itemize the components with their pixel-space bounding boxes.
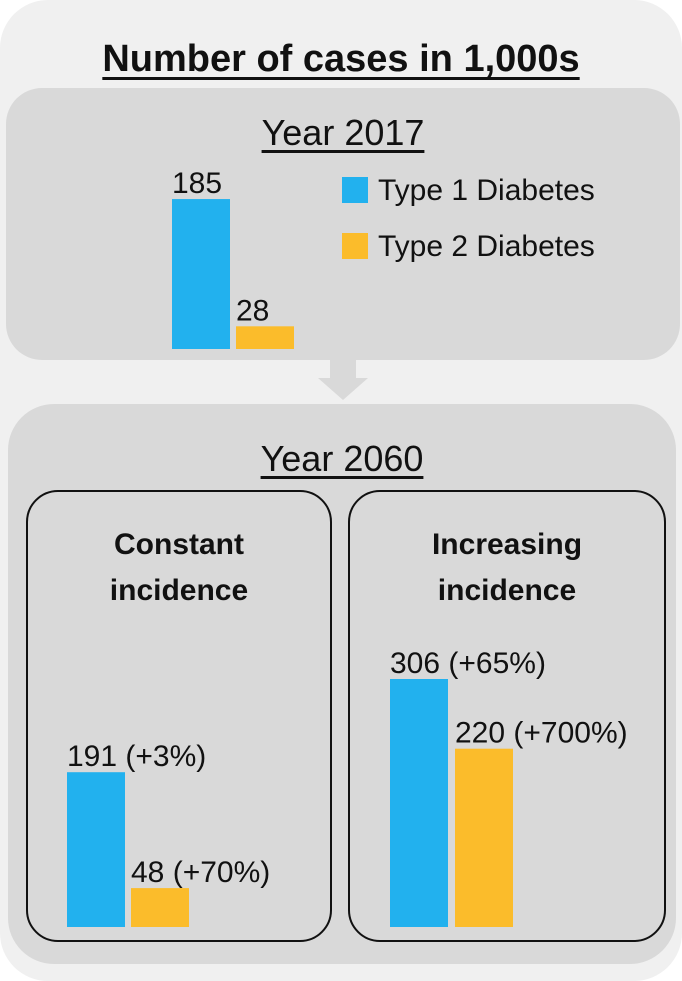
scenario-increasing-title-line1: Increasing bbox=[431, 528, 583, 561]
scenario-increasing-title-line2: incidence bbox=[437, 574, 577, 607]
bar-increasing-type2 bbox=[455, 748, 513, 927]
bar-2017-type2 bbox=[236, 326, 294, 349]
data-label-constant-type2: 48 (+70%) bbox=[131, 856, 270, 889]
data-label-increasing-type1: 306 (+65%) bbox=[390, 647, 546, 680]
bar-constant-type1 bbox=[67, 772, 125, 927]
legend-swatch-type2 bbox=[342, 233, 368, 259]
bar-constant-type2 bbox=[131, 888, 189, 927]
panel-year-2017: Year 2017 bbox=[6, 88, 680, 360]
legend-label-type1: Type 1 Diabetes bbox=[378, 174, 595, 207]
year-2017-label: Year 2017 bbox=[261, 112, 425, 153]
bar-increasing-type1 bbox=[390, 679, 448, 927]
data-label-constant-type1: 191 (+3%) bbox=[67, 740, 206, 773]
data-label-increasing-type2: 220 (+700%) bbox=[455, 717, 628, 750]
year-2060-label: Year 2060 bbox=[260, 438, 424, 479]
legend-item-type2: Type 2 Diabetes bbox=[342, 232, 595, 262]
legend-label-type2: Type 2 Diabetes bbox=[378, 230, 595, 263]
legend-swatch-type1 bbox=[342, 177, 368, 203]
scenario-constant-title-line2: incidence bbox=[109, 574, 249, 607]
scenario-constant-title-line1: Constant bbox=[114, 528, 244, 561]
data-label-2017-type1: 185 bbox=[172, 167, 222, 200]
scenario-constant-title: Constant incidence bbox=[28, 522, 330, 614]
chart-title: Number of cases in 1,000s bbox=[102, 38, 580, 80]
bar-2017-type1 bbox=[172, 199, 230, 349]
down-arrow-icon bbox=[318, 360, 368, 400]
scenario-constant-incidence: Constant incidence bbox=[26, 490, 332, 942]
scenario-increasing-title: Increasing incidence bbox=[350, 522, 664, 614]
legend-item-type1: Type 1 Diabetes bbox=[342, 176, 595, 206]
data-label-2017-type2: 28 bbox=[236, 294, 269, 327]
